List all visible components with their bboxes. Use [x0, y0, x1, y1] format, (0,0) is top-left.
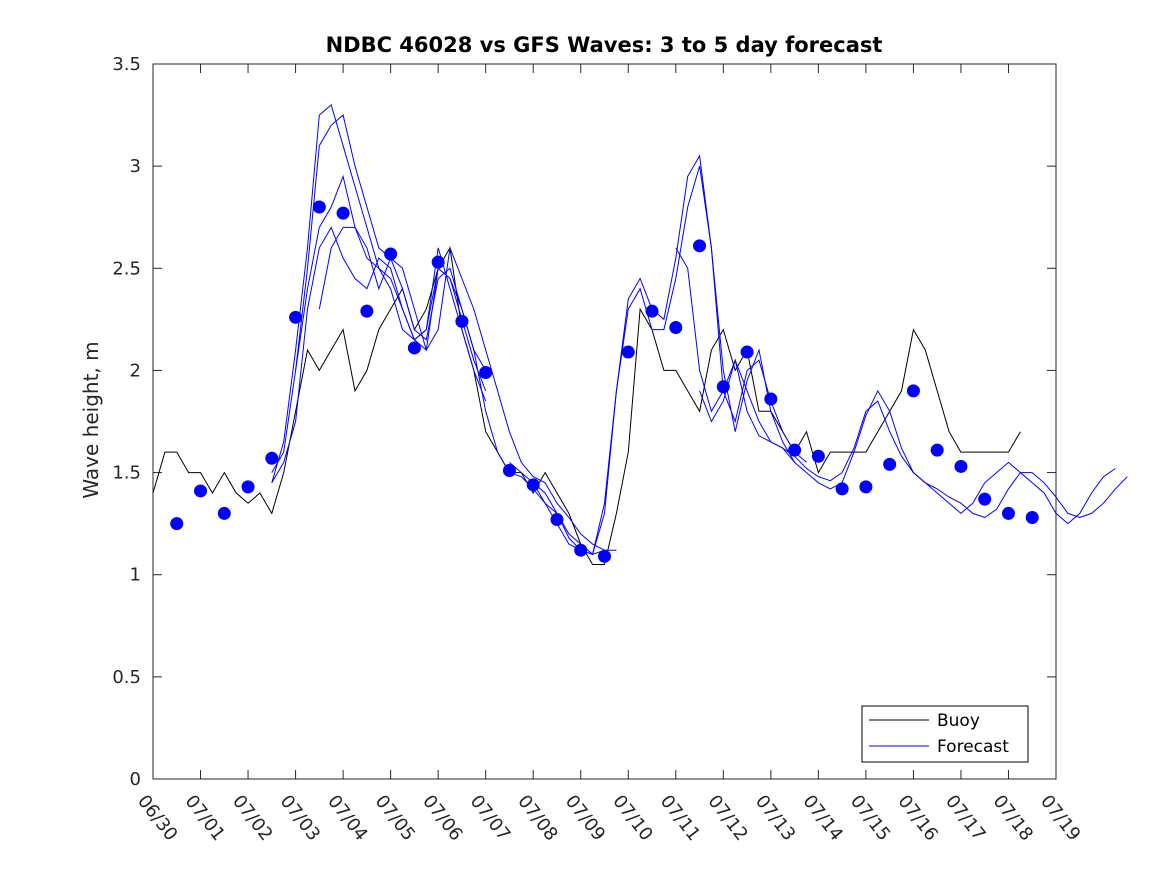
forecast-marker — [265, 451, 279, 465]
forecast-line — [509, 165, 796, 555]
x-tick-label: 07/12 — [703, 791, 751, 845]
y-axis-label: Wave height, m — [79, 341, 103, 498]
forecast-marker — [621, 345, 635, 359]
forecast-marker — [764, 392, 778, 406]
x-tick-label: 07/02 — [228, 791, 276, 845]
legend-buoy-label: Buoy — [937, 711, 980, 731]
x-tick-label: 07/04 — [323, 791, 371, 845]
forecast-marker — [384, 247, 398, 261]
forecast-marker — [194, 484, 208, 498]
x-tick-label: 07/11 — [656, 791, 704, 845]
x-tick-label: 07/10 — [608, 791, 656, 845]
x-tick-label: 07/15 — [846, 791, 894, 845]
buoy-line — [152, 246, 1021, 565]
x-tick-label: 06/30 — [133, 791, 181, 845]
x-tick-label: 07/19 — [1036, 791, 1084, 845]
forecast-marker — [360, 304, 374, 318]
forecast-marker — [479, 365, 493, 379]
y-tick-label: 2.5 — [112, 258, 141, 279]
forecast-line — [675, 247, 1116, 525]
forecast-marker — [669, 321, 683, 335]
forecast-marker — [312, 200, 326, 214]
y-tick-label: 1 — [130, 565, 141, 586]
x-tick-label: 07/13 — [751, 791, 799, 845]
forecast-marker — [502, 464, 516, 478]
forecast-line — [271, 226, 487, 484]
forecast-marker — [906, 384, 920, 398]
forecast-marker — [859, 480, 873, 494]
forecast-marker — [645, 304, 659, 318]
x-tick-label: 07/18 — [989, 791, 1037, 845]
y-tick-label: 0.5 — [112, 667, 141, 688]
forecast-line — [532, 154, 807, 556]
forecast-line — [271, 114, 487, 473]
forecast-marker — [811, 449, 825, 463]
forecast-marker — [1025, 511, 1039, 525]
x-tick-label: 07/09 — [561, 791, 609, 845]
forecast-line — [271, 104, 487, 483]
forecast-marker — [336, 206, 350, 220]
forecast-marker — [241, 480, 255, 494]
x-tick-label: 07/14 — [798, 791, 846, 845]
y-tick-label: 2 — [130, 360, 141, 381]
x-tick-label: 07/08 — [513, 791, 561, 845]
forecast-marker — [788, 443, 802, 457]
y-tick-label: 3 — [130, 156, 141, 177]
forecast-marker — [598, 549, 611, 563]
axes-box — [152, 63, 1057, 780]
legend-forecast-label: Forecast — [937, 737, 1009, 757]
y-tick-label: 1.5 — [112, 463, 141, 484]
forecast-marker — [526, 478, 540, 492]
forecast-marker — [883, 457, 897, 471]
legend-box — [861, 705, 1029, 763]
forecast-line — [295, 174, 605, 555]
y-tick-label: 3.5 — [112, 54, 141, 75]
forecast-marker — [716, 380, 730, 394]
forecast-marker — [835, 482, 849, 496]
x-tick-label: 07/01 — [181, 791, 229, 845]
forecast-marker — [170, 517, 184, 531]
forecast-marker — [574, 543, 588, 557]
x-tick-label: 07/05 — [371, 791, 419, 845]
forecast-marker — [289, 310, 303, 324]
x-tick-label: 07/17 — [941, 791, 989, 845]
forecast-marker — [740, 345, 754, 359]
forecast-marker — [431, 255, 445, 269]
legend: Buoy Forecast — [861, 705, 1029, 763]
forecast-marker — [455, 314, 469, 328]
forecast-marker — [1001, 506, 1015, 520]
forecast-marker — [954, 459, 968, 473]
forecast-marker — [407, 341, 421, 355]
chart-title: NDBC 46028 vs GFS Waves: 3 to 5 day fore… — [326, 33, 883, 57]
x-tick-label: 07/03 — [276, 791, 324, 845]
forecast-line — [699, 358, 1128, 519]
forecast-line — [318, 226, 617, 551]
forecast-marker — [217, 506, 231, 520]
x-tick-label: 07/16 — [893, 791, 941, 845]
forecast-marker — [693, 239, 707, 253]
forecast-marker — [930, 443, 944, 457]
forecast-marker — [550, 513, 564, 527]
forecast-marker — [978, 492, 992, 506]
y-tick-label: 0 — [130, 769, 141, 790]
x-tick-label: 07/06 — [418, 791, 466, 845]
x-tick-label: 07/07 — [466, 791, 514, 845]
